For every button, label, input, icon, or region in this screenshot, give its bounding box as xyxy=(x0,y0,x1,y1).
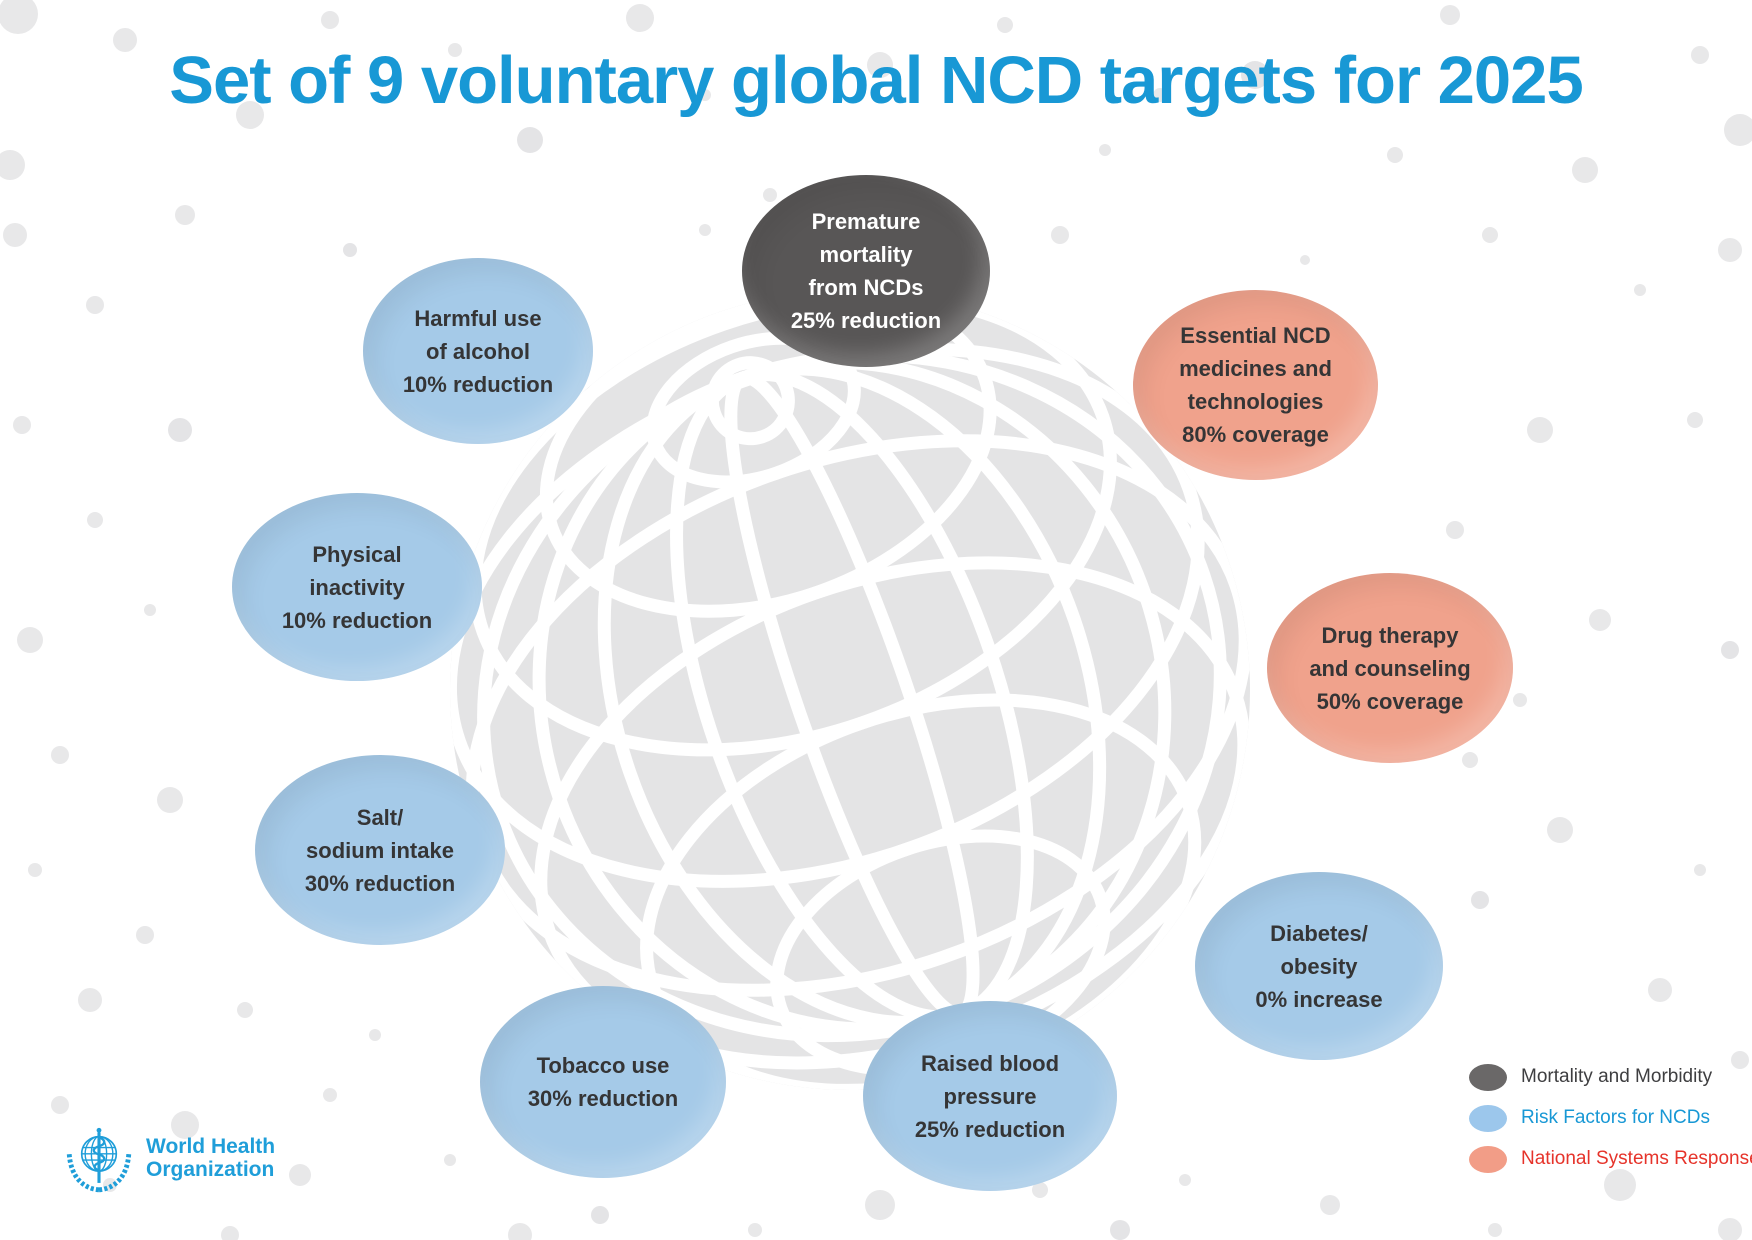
who-wordmark-line2: Organization xyxy=(146,1158,275,1181)
legend-label: National Systems Response xyxy=(1521,1148,1752,1169)
bubble-line: 25% reduction xyxy=(790,308,942,333)
target-bubble-essential-medicines: Essential NCD medicines and technologies… xyxy=(1133,290,1378,480)
bubble-line: Physical xyxy=(312,541,402,567)
bubble-line: 50% coverage xyxy=(1316,688,1464,714)
target-bubble-harmful-alcohol: Harmful use of alcohol 10% reduction xyxy=(363,258,593,444)
bubble-line: Essential NCD xyxy=(1180,323,1331,348)
bubble-line: 10% reduction xyxy=(402,371,554,397)
bubble-line: technologies xyxy=(1187,389,1324,414)
target-bubble-diabetes-obesity: Diabetes/ obesity 0% increase xyxy=(1195,872,1443,1060)
bubble-line: 0% increase xyxy=(1255,986,1383,1012)
bubble-line: 25% reduction xyxy=(914,1116,1066,1142)
who-emblem-icon xyxy=(66,1127,132,1193)
who-wordmark-line1: World Health xyxy=(146,1135,276,1158)
bubble-line: inactivity xyxy=(309,574,405,600)
target-bubble-raised-blood-pressure: Raised blood pressure 25% reduction xyxy=(863,1001,1117,1191)
target-bubble-tobacco-use: Tobacco use 30% reduction xyxy=(480,986,726,1178)
bubble-line: mortality xyxy=(819,242,913,267)
bubble-line: obesity xyxy=(1280,953,1358,979)
bubble-line: 30% reduction xyxy=(527,1086,679,1111)
bubble-line: from NCDs xyxy=(808,275,924,300)
systems-swatch-icon xyxy=(1469,1145,1507,1173)
legend-item-risk: Risk Factors for NCDs xyxy=(1469,1104,1752,1132)
mortality-swatch-icon xyxy=(1469,1063,1507,1091)
legend-item-systems: National Systems Response xyxy=(1469,1145,1752,1173)
bubble-line: Premature xyxy=(811,209,921,234)
bubble-line: 80% coverage xyxy=(1182,422,1329,447)
bubble-line: Salt/ xyxy=(356,804,404,830)
bubble-line: of alcohol xyxy=(426,338,530,364)
bubble-line: Drug therapy xyxy=(1321,622,1459,648)
bubble-line: medicines and xyxy=(1179,356,1332,381)
target-bubble-salt-sodium: Salt/ sodium intake 30% reduction xyxy=(255,755,505,945)
risk-swatch-icon xyxy=(1469,1104,1507,1132)
target-bubble-drug-therapy: Drug therapy and counseling 50% coverage xyxy=(1267,573,1513,763)
who-logo: World Health Organization xyxy=(64,1122,275,1194)
bubble-line: Harmful use xyxy=(414,305,542,331)
bubble-line: Raised blood xyxy=(920,1050,1060,1076)
legend-label: Risk Factors for NCDs xyxy=(1521,1107,1710,1128)
page-title: Set of 9 voluntary global NCD targets fo… xyxy=(169,43,1583,118)
bubble-line: sodium intake xyxy=(306,837,454,863)
target-bubble-physical-inactivity: Physical inactivity 10% reduction xyxy=(232,493,482,681)
legend: Mortality and Morbidity Risk Factors for… xyxy=(1469,1063,1752,1173)
who-wordmark: World Health Organization xyxy=(146,1135,275,1181)
bubble-line: pressure xyxy=(943,1083,1037,1109)
legend-label: Mortality and Morbidity xyxy=(1521,1066,1713,1087)
legend-item-mortality: Mortality and Morbidity xyxy=(1469,1063,1752,1091)
bubble-line: 10% reduction xyxy=(281,607,433,633)
target-bubble-premature-mortality: Premature mortality from NCDs 25% reduct… xyxy=(742,175,990,367)
bubble-line: 30% reduction xyxy=(304,870,456,896)
bubble-line: Tobacco use xyxy=(536,1053,670,1078)
bubble-line: and counseling xyxy=(1309,655,1471,681)
bubble-line: Diabetes/ xyxy=(1270,920,1368,946)
